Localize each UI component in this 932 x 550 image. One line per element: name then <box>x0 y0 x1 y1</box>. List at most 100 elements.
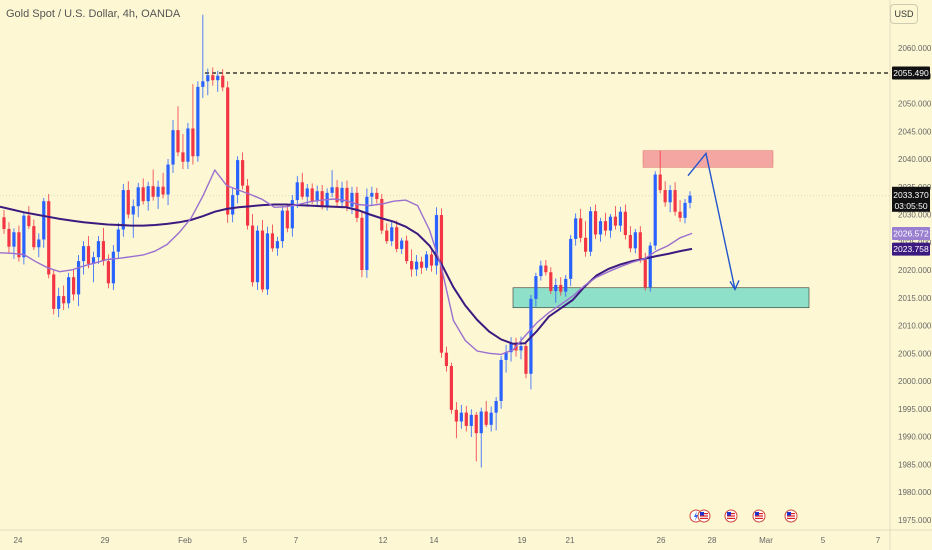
candle-body <box>275 241 280 249</box>
candle-body <box>201 81 205 87</box>
candle-body <box>146 186 150 202</box>
candle-body <box>410 261 414 270</box>
candle-body <box>370 192 374 197</box>
candle-body <box>221 75 225 88</box>
candle-body <box>618 211 623 226</box>
candle-body <box>400 240 404 249</box>
candle-body <box>141 187 145 202</box>
ma-fast-price-tag: 2026.572 <box>893 229 929 239</box>
candle-body <box>196 86 200 157</box>
candle-body <box>330 187 334 193</box>
arrow-head <box>729 280 740 291</box>
candle-body <box>151 186 155 197</box>
candle-body <box>474 414 478 434</box>
current-price-tag-bg <box>892 186 930 212</box>
candle-body <box>385 230 389 242</box>
candle-body <box>250 225 255 283</box>
chart-title: Gold Spot / U.S. Dollar, 4h, OANDA <box>6 8 181 20</box>
candle-body <box>335 187 339 203</box>
y-tick-label: 2015.000 <box>898 294 932 303</box>
y-tick-label: 1985.000 <box>898 460 932 469</box>
candle-body <box>290 200 294 229</box>
us-flag-icon[interactable] <box>697 509 711 523</box>
candle-body <box>593 211 598 235</box>
x-tick-label: 7 <box>876 536 881 545</box>
x-tick-label: 29 <box>101 536 110 545</box>
y-tick-label: 2050.000 <box>898 100 932 109</box>
candle-body <box>574 218 578 239</box>
candle-body <box>226 87 230 215</box>
candle-body <box>494 400 498 413</box>
candle-body <box>285 210 289 229</box>
candle-body <box>360 217 364 270</box>
candle-body <box>643 260 647 288</box>
candle-body <box>86 246 91 264</box>
x-tick-label: 19 <box>518 536 527 545</box>
candle-body <box>559 284 563 292</box>
x-tick-label: 14 <box>430 536 439 545</box>
candle-body <box>17 232 21 258</box>
candle-body <box>186 128 190 162</box>
candle-body <box>598 221 603 235</box>
currency-button[interactable]: USD <box>890 4 918 24</box>
y-tick-label: 2045.000 <box>898 127 932 136</box>
candle-body <box>81 246 86 262</box>
candle-body <box>424 254 429 268</box>
y-tick-label: 2040.000 <box>898 155 932 164</box>
candle-body <box>231 195 235 215</box>
candle-body <box>469 414 473 426</box>
candle-body <box>375 192 379 199</box>
us-flag-icon[interactable] <box>784 509 798 523</box>
candle-body <box>67 277 71 304</box>
candle-body <box>62 296 66 304</box>
candle-body <box>499 359 503 401</box>
x-tick-label: Mar <box>759 536 773 545</box>
us-flag-icon[interactable] <box>724 509 738 523</box>
candle-body <box>484 411 488 425</box>
candle-body <box>241 160 245 186</box>
candle-body <box>76 261 81 295</box>
candle-body <box>340 187 344 203</box>
candle-body <box>673 190 677 212</box>
candle-body <box>569 238 573 279</box>
candle-body <box>454 409 458 422</box>
candle-body <box>295 182 299 201</box>
candle-body <box>479 411 483 434</box>
candle-body <box>37 239 41 248</box>
y-tick-label: 1980.000 <box>898 488 932 497</box>
y-tick-label: 2005.000 <box>898 349 932 358</box>
candle-body <box>156 186 160 197</box>
y-tick-label: 2000.000 <box>898 377 932 386</box>
y-tick-label: 1995.000 <box>898 405 932 414</box>
us-flag-icon[interactable] <box>752 509 766 523</box>
candle-body <box>658 174 662 191</box>
candle-body <box>300 182 304 197</box>
x-tick-label: 7 <box>294 536 299 545</box>
candle-body <box>315 191 319 202</box>
y-tick-label: 1990.000 <box>898 433 932 442</box>
ma-fast-line <box>0 168 693 356</box>
candle-body <box>663 190 667 203</box>
candle-body <box>255 230 260 283</box>
candle-body <box>116 229 120 252</box>
candle-body <box>608 216 613 231</box>
candle-body <box>668 190 672 203</box>
candle-body <box>633 232 637 249</box>
candle-body <box>524 346 528 374</box>
candle-body <box>216 75 220 81</box>
y-tick-label: 2030.000 <box>898 211 932 220</box>
candle-body <box>2 217 6 229</box>
x-tick-label: 28 <box>708 536 717 545</box>
candle-body <box>355 192 359 218</box>
candle-body <box>111 251 115 284</box>
candle-body <box>464 412 468 426</box>
candle-body <box>638 232 642 261</box>
candle-body <box>260 230 265 290</box>
candle-body <box>191 128 195 157</box>
y-tick-label: 2010.000 <box>898 322 932 331</box>
candle-body <box>320 191 324 206</box>
candle-body <box>71 277 76 295</box>
candle-body <box>489 412 493 425</box>
